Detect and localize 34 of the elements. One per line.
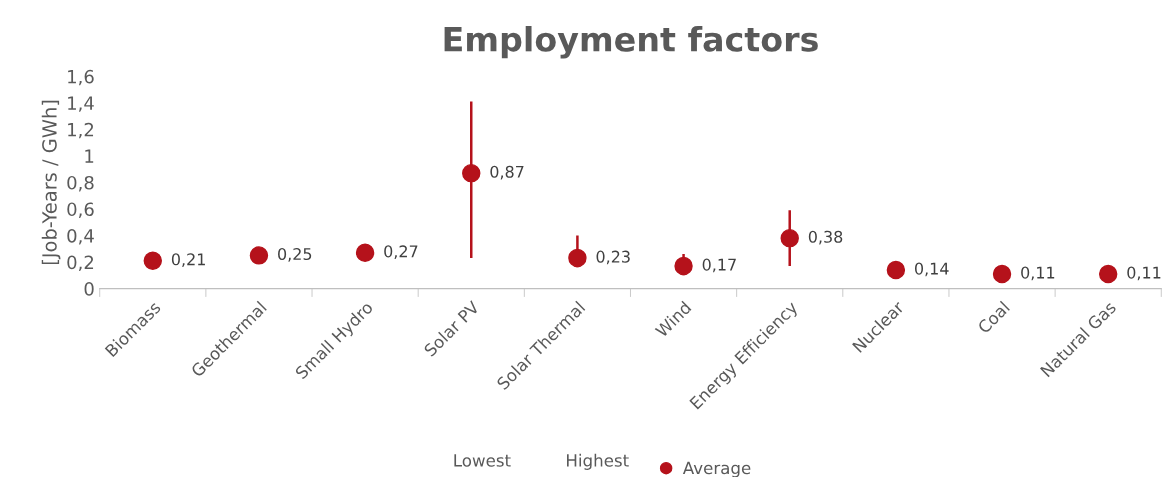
- point: [780, 228, 799, 248]
- point: [992, 264, 1012, 284]
- chart-title: Employment factors: [444, 25, 818, 59]
- point: [355, 243, 375, 262]
- data-label: 0,14: [914, 262, 949, 277]
- data-label: 0,11: [1127, 266, 1161, 281]
- point: [886, 260, 906, 280]
- y-tick-label: 1,2: [68, 122, 94, 139]
- y-tick-label: 1,4: [68, 96, 94, 112]
- point: [462, 163, 481, 183]
- point: [1098, 264, 1118, 284]
- legend-label: Average: [682, 461, 751, 477]
- data-label: 0,87: [490, 165, 524, 180]
- text: Lowest: [454, 454, 511, 467]
- point: [249, 246, 269, 265]
- y-tick-label: 1,6: [68, 69, 94, 86]
- y-tick-label: 0,6: [67, 202, 94, 218]
- data-label: 0,17: [702, 258, 736, 273]
- data-label: 0,23: [596, 250, 630, 265]
- data-label: 0,38: [808, 230, 843, 245]
- point: [568, 248, 587, 268]
- point: [674, 256, 693, 276]
- y-tick-label: 0,8: [67, 175, 94, 192]
- data-label: 0,11: [1021, 266, 1055, 281]
- y-tick-label: 0,2: [67, 255, 94, 272]
- data-label: 0,27: [384, 245, 418, 260]
- y-tick-label: 1: [85, 149, 94, 163]
- y-axis-title: [Job-Years / GWh]: [41, 100, 61, 265]
- point: [143, 251, 162, 270]
- y-tick-label: 0: [84, 282, 94, 296]
- text: Highest: [567, 453, 629, 470]
- y-tick-label: 0,4: [67, 228, 94, 245]
- data-label: 0,25: [278, 247, 312, 262]
- data-label: 0,21: [171, 253, 205, 267]
